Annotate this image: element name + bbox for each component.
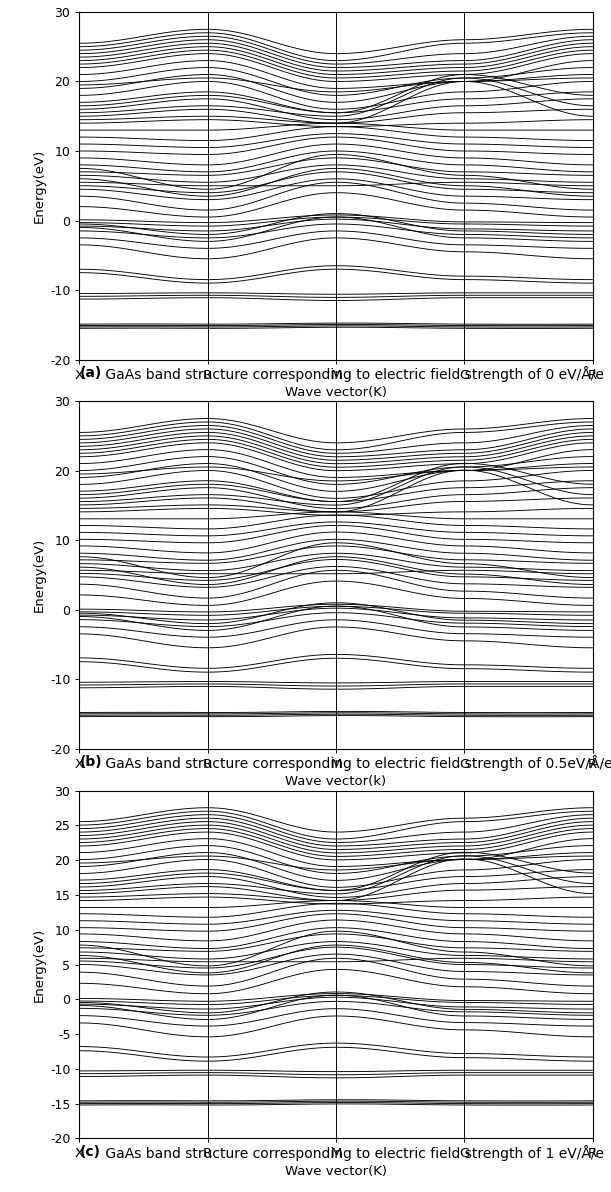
Y-axis label: Energy(eV): Energy(eV) [33, 538, 46, 613]
Text: (b): (b) [79, 756, 102, 769]
Text: GaAs band structure corresponding to electric field strength of 0.5eV/Å/e: GaAs band structure corresponding to ele… [101, 756, 611, 771]
Text: GaAs band structure corresponding to electric field strength of 0 eV/Å/e: GaAs band structure corresponding to ele… [101, 366, 604, 381]
X-axis label: Wave vector(K): Wave vector(K) [285, 1165, 387, 1178]
Y-axis label: Energy(eV): Energy(eV) [33, 149, 46, 223]
X-axis label: Wave vector(K): Wave vector(K) [285, 386, 387, 399]
X-axis label: Wave vector(k): Wave vector(k) [285, 775, 387, 788]
Text: (a): (a) [79, 366, 101, 380]
Text: (c): (c) [79, 1144, 100, 1159]
Y-axis label: Energy(eV): Energy(eV) [33, 927, 46, 1001]
Text: GaAs band structure corresponding to electric field strength of 1 eV/Å/e: GaAs band structure corresponding to ele… [101, 1144, 604, 1161]
